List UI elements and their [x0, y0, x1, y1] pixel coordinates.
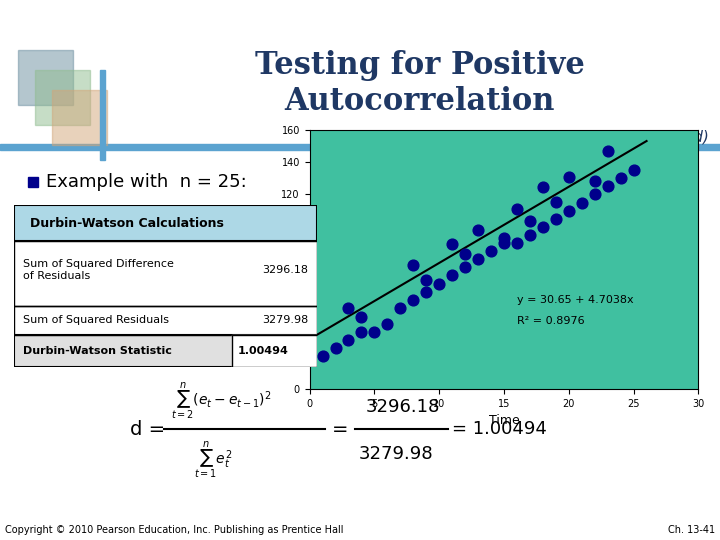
Bar [14, 335, 317, 367]
Bar [35, 70, 90, 125]
Point [472, 255, 484, 264]
Bar [52, 90, 107, 145]
Bar [14, 335, 317, 367]
Point [317, 352, 328, 361]
Bar [18, 50, 73, 105]
X-axis label: Time: Time [489, 414, 519, 427]
Point [459, 250, 471, 259]
Point [563, 173, 575, 181]
Point [408, 295, 419, 304]
Bar [28, 177, 38, 187]
Text: 3296.18: 3296.18 [366, 398, 440, 416]
Point [356, 328, 367, 336]
Point [485, 247, 497, 255]
Text: Testing for Positive
Autocorrelation: Testing for Positive Autocorrelation [255, 50, 585, 117]
Text: Sum of Squared Residuals: Sum of Squared Residuals [24, 315, 169, 325]
Point [615, 174, 626, 183]
Text: 3296.18: 3296.18 [262, 265, 308, 275]
Text: (continued): (continued) [622, 130, 710, 145]
Point [524, 231, 536, 239]
Point [356, 313, 367, 321]
Bar [232, 335, 317, 367]
Bar [14, 306, 317, 335]
Point [446, 271, 458, 280]
Point [369, 328, 380, 336]
Text: Sum of Squared Difference
of Residuals: Sum of Squared Difference of Residuals [24, 259, 174, 281]
Y-axis label: Sales: Sales [263, 242, 276, 276]
Point [408, 261, 419, 269]
Point [472, 226, 484, 235]
Point [395, 303, 406, 312]
Point [511, 239, 523, 247]
Point [550, 198, 562, 207]
Point [537, 183, 549, 192]
Point [498, 233, 510, 242]
Text: Durbin-Watson Calculations: Durbin-Watson Calculations [30, 217, 223, 230]
Point [602, 182, 613, 191]
Point [498, 239, 510, 247]
Text: R² = 0.8976: R² = 0.8976 [517, 316, 585, 326]
Point [537, 222, 549, 231]
Text: Ch. 13-41: Ch. 13-41 [668, 525, 715, 535]
Point [343, 336, 354, 345]
Bar [232, 335, 317, 367]
Point [589, 190, 600, 199]
Text: =: = [332, 420, 348, 438]
Text: y = 30.65 + 4.7038x: y = 30.65 + 4.7038x [517, 295, 634, 305]
Point [511, 205, 523, 213]
Text: 1.00494: 1.00494 [238, 346, 289, 356]
Text: $\sum_{t=1}^{n} e_t^2$: $\sum_{t=1}^{n} e_t^2$ [194, 440, 232, 481]
Text: Durbin-Watson Statistic: Durbin-Watson Statistic [24, 346, 172, 356]
Bar [0, 144, 720, 150]
Text: Example with  n = 25:: Example with n = 25: [46, 173, 247, 191]
Text: = 1.00494: = 1.00494 [452, 420, 547, 438]
Bar [14, 205, 317, 241]
Point [459, 263, 471, 272]
Text: 3279.98: 3279.98 [359, 446, 433, 463]
Bar [14, 241, 317, 306]
Point [563, 206, 575, 215]
Point [330, 344, 341, 353]
Point [420, 276, 432, 285]
Point [524, 217, 536, 225]
Point [628, 166, 639, 174]
Text: d =: d = [130, 420, 165, 438]
Point [576, 198, 588, 207]
Point [382, 320, 393, 328]
Point [446, 240, 458, 248]
Point [343, 304, 354, 313]
Text: $\sum_{t=2}^{n}(e_t - e_{t-1})^2$: $\sum_{t=2}^{n}(e_t - e_{t-1})^2$ [171, 381, 272, 421]
Point [433, 279, 445, 288]
Bar [100, 70, 105, 160]
Point [589, 177, 600, 186]
Text: Copyright © 2010 Pearson Education, Inc. Publishing as Prentice Hall: Copyright © 2010 Pearson Education, Inc.… [5, 525, 343, 535]
Point [420, 287, 432, 296]
Bar [14, 205, 317, 241]
Text: 3279.98: 3279.98 [262, 315, 309, 325]
Bar [14, 241, 317, 306]
Bar [14, 306, 317, 335]
Point [602, 146, 613, 155]
Point [550, 214, 562, 223]
